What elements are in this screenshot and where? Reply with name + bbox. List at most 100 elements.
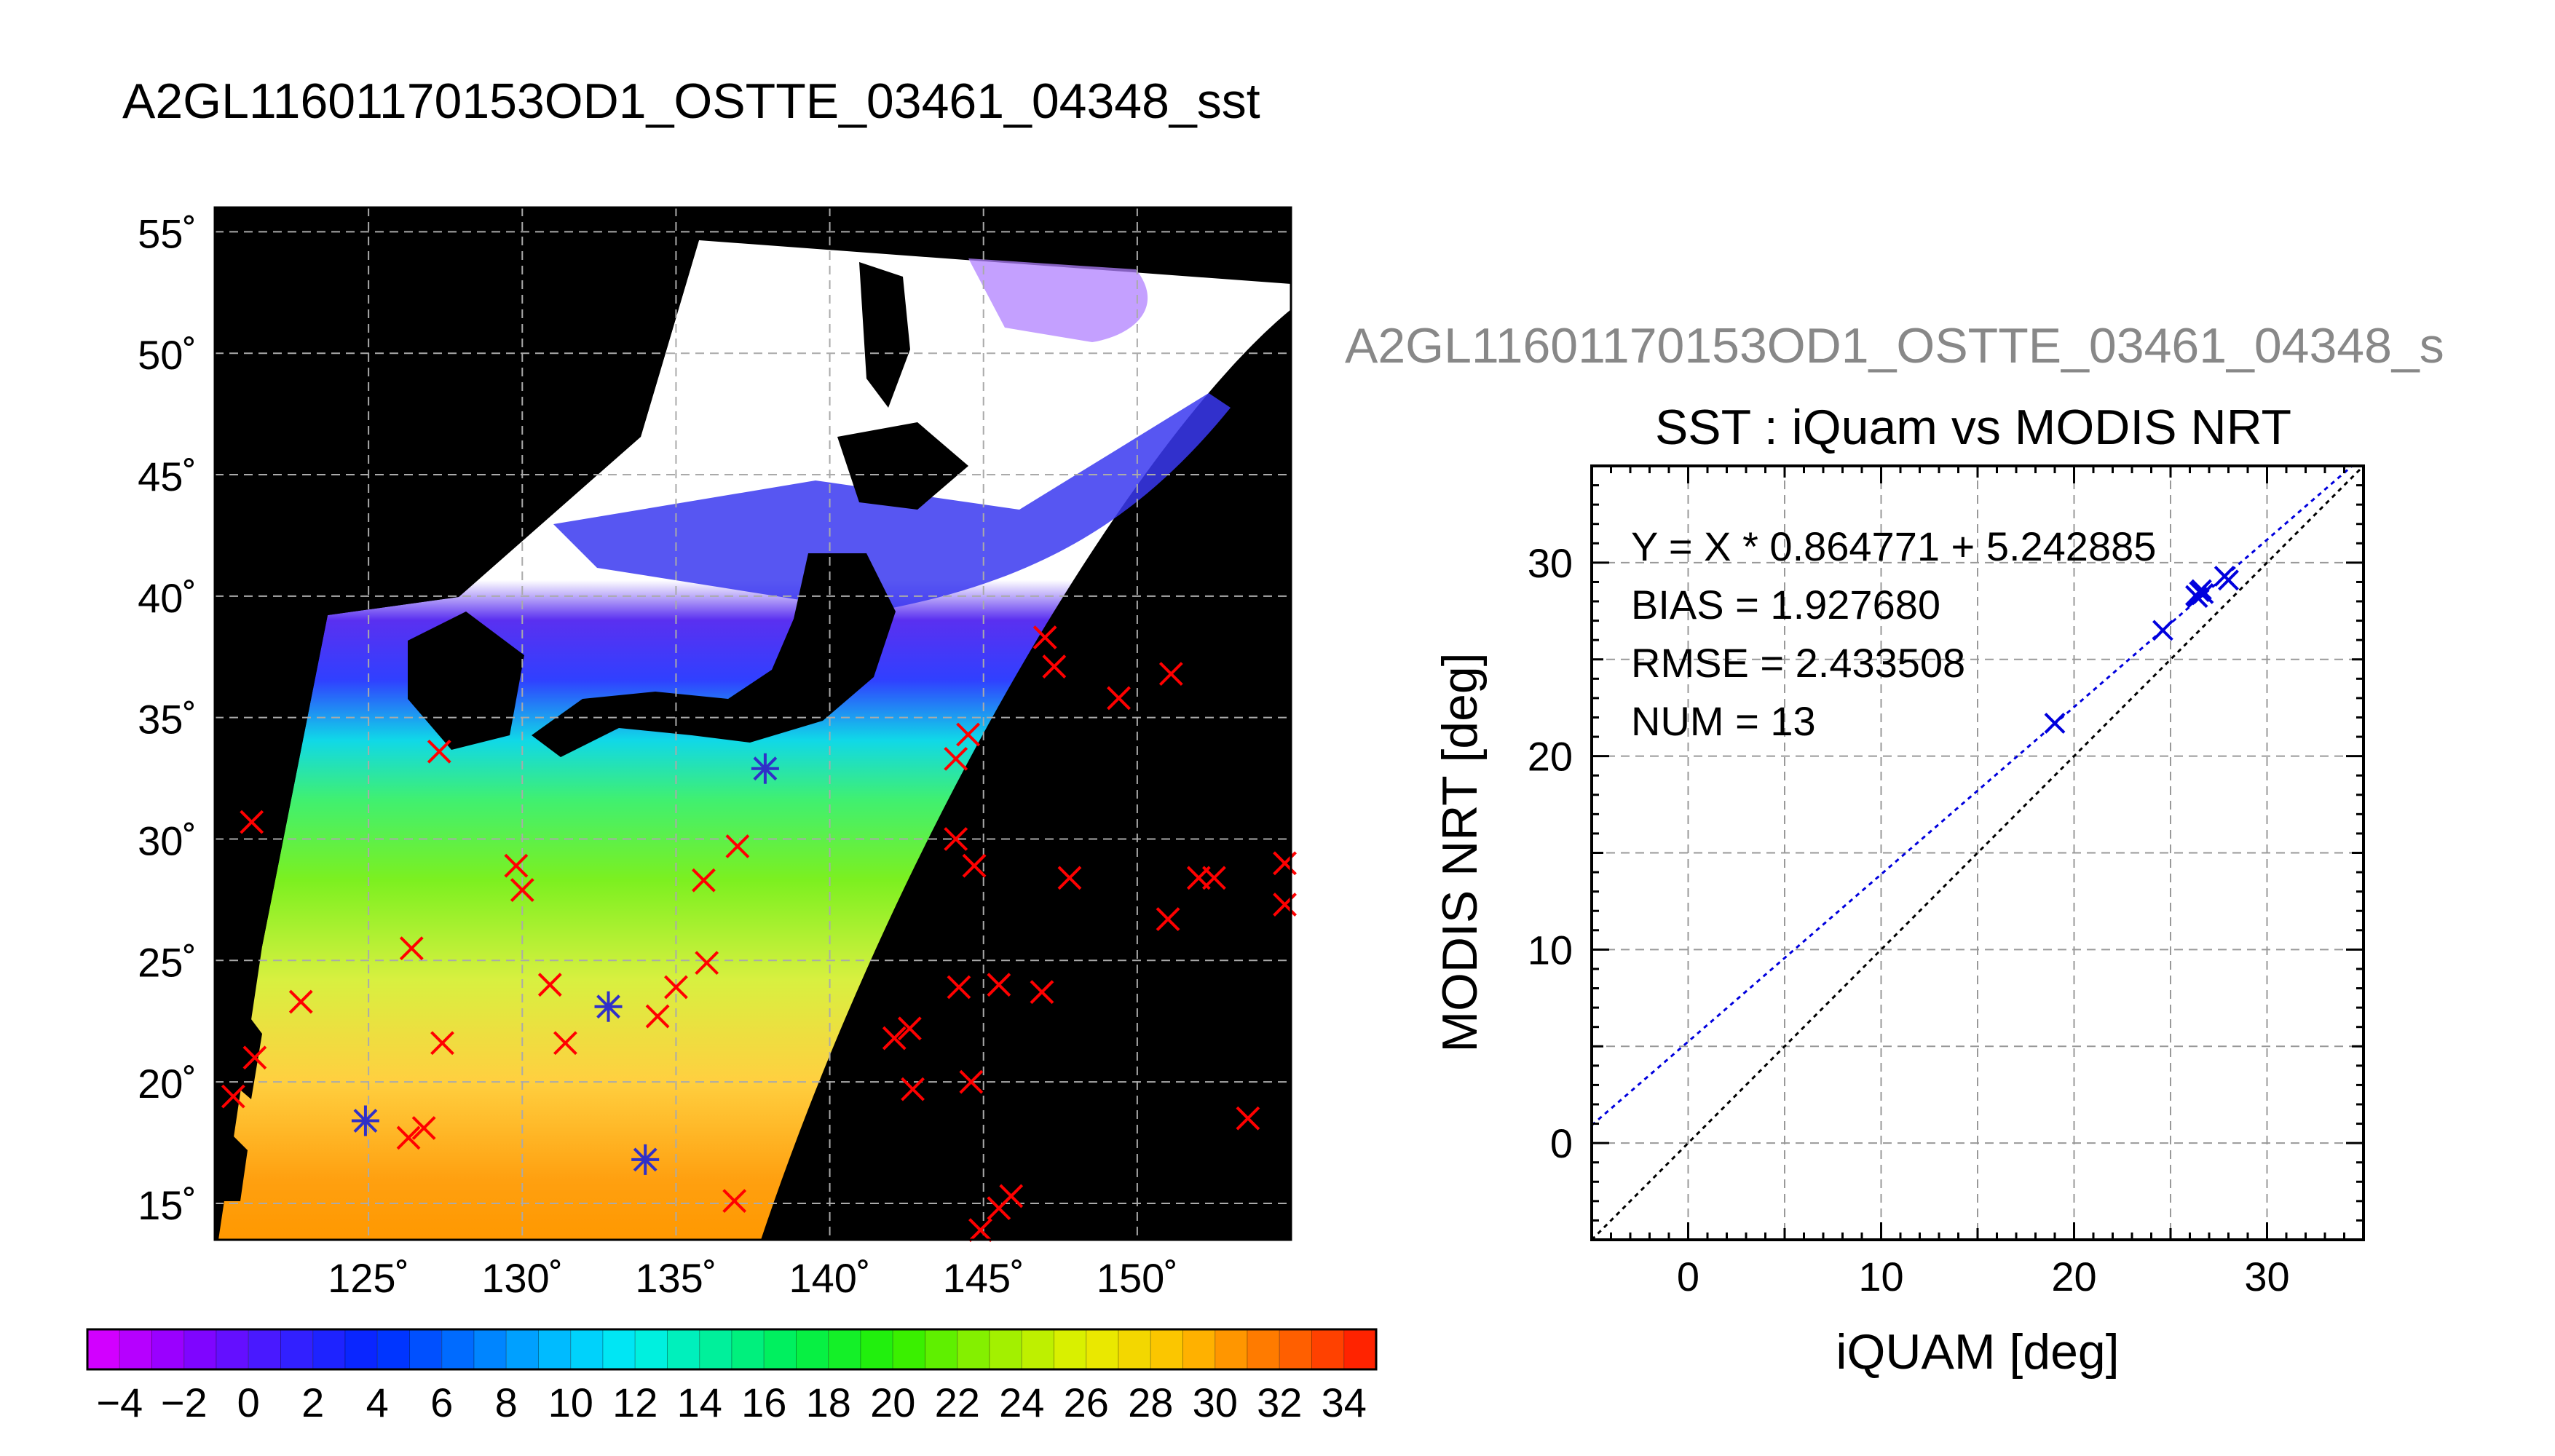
scatter-y-tick-label: 10 bbox=[1528, 927, 1573, 973]
scatter-point bbox=[2218, 569, 2239, 591]
map-matchup-marker bbox=[645, 1004, 670, 1029]
colorbar-cell bbox=[248, 1329, 281, 1370]
map-lat-tick-label: 30˚ bbox=[138, 818, 197, 863]
map-matchup-marker bbox=[510, 878, 534, 902]
colorbar-cell bbox=[1086, 1329, 1119, 1370]
scatter-point bbox=[2190, 579, 2212, 601]
colorbar-cell bbox=[699, 1329, 732, 1370]
scatter-y-axis-label: MODIS NRT [deg] bbox=[1432, 652, 1488, 1052]
map-lat-tick-label: 40˚ bbox=[138, 575, 197, 621]
stat-regression: Y = X * 0.864771 + 5.242885 bbox=[1631, 523, 2156, 569]
colorbar-cell bbox=[634, 1329, 668, 1370]
map-matchup-marker bbox=[631, 1144, 660, 1175]
map-matchup-marker bbox=[594, 991, 623, 1022]
colorbar-tick-label: 8 bbox=[495, 1380, 518, 1425]
map-matchup-marker bbox=[1273, 851, 1297, 876]
scatter-stats: Y = X * 0.864771 + 5.242885 BIAS = 1.927… bbox=[1631, 523, 2156, 744]
map-matchup-marker bbox=[987, 973, 1011, 997]
map-lat-tick-labels: 15˚ 20˚ 25˚ 30˚ 35˚ 40˚ 45˚ 50˚ 55˚ bbox=[138, 210, 197, 1228]
scatter-gridlines bbox=[1592, 466, 2364, 1240]
land-luzon bbox=[218, 1121, 248, 1201]
colorbar-tick-label: 4 bbox=[366, 1380, 389, 1425]
map-lon-tick-label: 125˚ bbox=[328, 1255, 409, 1301]
scatter-point bbox=[2044, 713, 2066, 734]
map-lon-tick-label: 135˚ bbox=[635, 1255, 716, 1301]
map-matchup-marker bbox=[1042, 654, 1067, 679]
scatter-x-tick-label: 30 bbox=[2244, 1254, 2289, 1299]
scatter-x-axis-label: iQUAM [deg] bbox=[1836, 1324, 2119, 1380]
colorbar-cell bbox=[989, 1329, 1022, 1370]
colorbar-tick-label: 34 bbox=[1322, 1380, 1367, 1425]
map-matchup-marker bbox=[901, 1077, 925, 1101]
scatter-frame bbox=[1590, 464, 2365, 1241]
map-matchup-marker bbox=[240, 810, 264, 834]
map-lat-tick-label: 50˚ bbox=[138, 332, 197, 378]
colorbar-tick-label: 26 bbox=[1064, 1380, 1109, 1425]
land-hokkaido bbox=[837, 422, 968, 510]
map-matchup-marker bbox=[897, 1016, 922, 1041]
colorbar-tick-label: −4 bbox=[96, 1380, 143, 1425]
colorbar-cell bbox=[344, 1329, 378, 1370]
map-matchup-marker bbox=[722, 1189, 747, 1214]
colorbar-tick-label: 12 bbox=[612, 1380, 657, 1425]
map-lon-tick-label: 130˚ bbox=[481, 1255, 563, 1301]
colorbar-tick-label: 30 bbox=[1193, 1380, 1238, 1425]
colorbar-cell bbox=[1215, 1329, 1248, 1370]
colorbar-cell bbox=[1021, 1329, 1054, 1370]
stat-bias: BIAS = 1.927680 bbox=[1631, 582, 1940, 628]
scatter-y-tick-labels: 0 10 20 30 bbox=[1528, 540, 1573, 1166]
map-matchup-marker bbox=[947, 975, 971, 1000]
map-matchup-marker bbox=[427, 739, 451, 764]
map-matchup-marker bbox=[1158, 662, 1183, 687]
main-title: A2GL11601170153OD1_OSTTE_03461_04348_sst bbox=[122, 74, 1260, 129]
map-matchup-marker bbox=[1273, 893, 1297, 917]
colorbar-cell bbox=[151, 1329, 185, 1370]
map-matchup-marker bbox=[944, 746, 968, 771]
stat-num: NUM = 13 bbox=[1631, 698, 1816, 744]
map-matchup-marker bbox=[725, 834, 750, 858]
colorbar-cell bbox=[505, 1329, 539, 1370]
map-matchup-marker bbox=[882, 1026, 907, 1051]
map-matchup-marker bbox=[351, 1105, 379, 1136]
sst-map: 15˚ 20˚ 25˚ 30˚ 35˚ 40˚ 45˚ 50˚ 55˚ 125˚ 130˚ 135˚… bbox=[138, 206, 1297, 1301]
scatter-x-tick-label: 20 bbox=[2051, 1254, 2096, 1299]
regression-fit-line bbox=[1591, 464, 2353, 1126]
stat-rmse: RMSE = 2.433508 bbox=[1631, 640, 1965, 686]
scatter-plot: SST : iQuam vs MODIS NRT 0 10 20 30 0 10 20 30… bbox=[1432, 400, 2365, 1380]
colorbar-tick-label: 20 bbox=[870, 1380, 915, 1425]
map-matchup-markers bbox=[221, 625, 1297, 1243]
colorbar-cell bbox=[119, 1329, 152, 1370]
colorbar-tick-label: 32 bbox=[1257, 1380, 1302, 1425]
map-matchup-marker bbox=[959, 1069, 984, 1094]
colorbar-cell bbox=[957, 1329, 990, 1370]
colorbar-cell bbox=[87, 1329, 120, 1370]
land-asia bbox=[215, 207, 699, 990]
colorbar-cell bbox=[473, 1329, 507, 1370]
scatter-point bbox=[2152, 620, 2173, 641]
map-matchup-marker bbox=[411, 1116, 436, 1140]
colorbar-tick-label: 0 bbox=[237, 1380, 260, 1425]
colorbar-cell bbox=[1150, 1329, 1183, 1370]
map-lat-tick-label: 45˚ bbox=[138, 454, 197, 499]
scatter-x-tick-labels: 0 10 20 30 bbox=[1677, 1254, 2290, 1299]
map-matchup-marker bbox=[751, 753, 779, 784]
scatter-y-tick-label: 0 bbox=[1550, 1120, 1573, 1166]
colorbar-tick-label: 6 bbox=[430, 1380, 453, 1425]
map-matchup-marker bbox=[1030, 980, 1054, 1005]
colorbar-cell bbox=[441, 1329, 475, 1370]
colorbar-cell bbox=[1311, 1329, 1345, 1370]
colorbar-cell bbox=[828, 1329, 861, 1370]
map-matchup-marker bbox=[664, 975, 688, 1000]
colorbar-cell bbox=[570, 1329, 604, 1370]
map-lat-tick-label: 55˚ bbox=[138, 210, 197, 256]
colorbar-tick-labels: −4 −2 0 2 4 6 8 10 12 14 16 18 20 22 24 26 28 30 32 34 bbox=[96, 1380, 1367, 1425]
map-lon-tick-label: 140˚ bbox=[789, 1255, 871, 1301]
map-matchup-marker bbox=[537, 973, 562, 997]
map-lat-tick-label: 15˚ bbox=[138, 1182, 197, 1228]
colorbar-tick-label: 28 bbox=[1128, 1380, 1173, 1425]
scatter-lines bbox=[1590, 464, 2365, 1241]
map-matchup-marker bbox=[1032, 625, 1057, 649]
land-japan bbox=[532, 553, 896, 757]
colorbar-cell bbox=[1182, 1329, 1216, 1370]
map-gridlines bbox=[215, 207, 1291, 1240]
